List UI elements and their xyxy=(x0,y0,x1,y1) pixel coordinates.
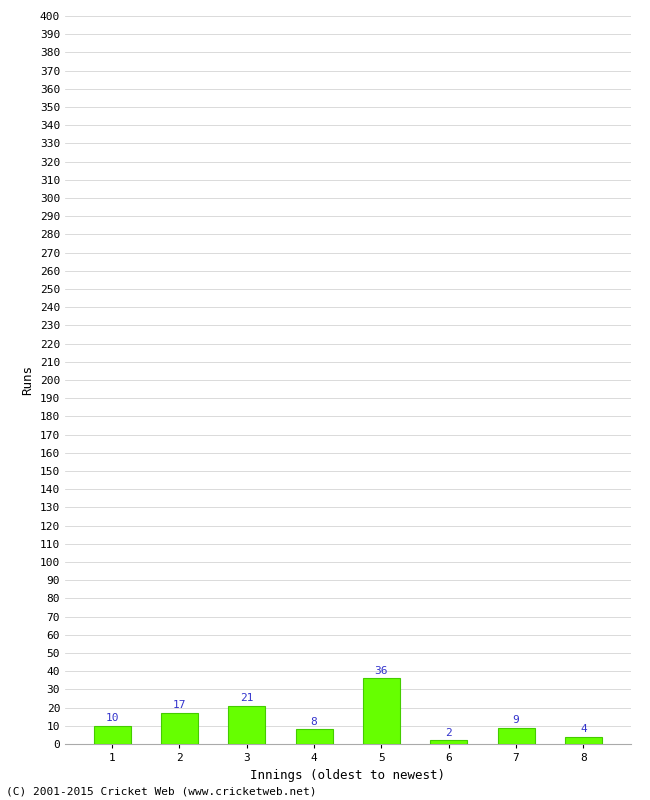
X-axis label: Innings (oldest to newest): Innings (oldest to newest) xyxy=(250,769,445,782)
Text: 9: 9 xyxy=(513,715,519,725)
Text: (C) 2001-2015 Cricket Web (www.cricketweb.net): (C) 2001-2015 Cricket Web (www.cricketwe… xyxy=(6,786,317,796)
Bar xyxy=(565,737,602,744)
Bar xyxy=(296,730,333,744)
Bar xyxy=(430,740,467,744)
Text: 8: 8 xyxy=(311,717,317,726)
Bar xyxy=(363,678,400,744)
Y-axis label: Runs: Runs xyxy=(21,365,34,395)
Bar xyxy=(94,726,131,744)
Text: 21: 21 xyxy=(240,693,254,703)
Bar xyxy=(497,728,534,744)
Text: 2: 2 xyxy=(445,728,452,738)
Bar xyxy=(161,713,198,744)
Text: 17: 17 xyxy=(173,700,186,710)
Text: 10: 10 xyxy=(105,713,119,723)
Text: 4: 4 xyxy=(580,724,587,734)
Text: 36: 36 xyxy=(374,666,388,676)
Bar xyxy=(228,706,265,744)
